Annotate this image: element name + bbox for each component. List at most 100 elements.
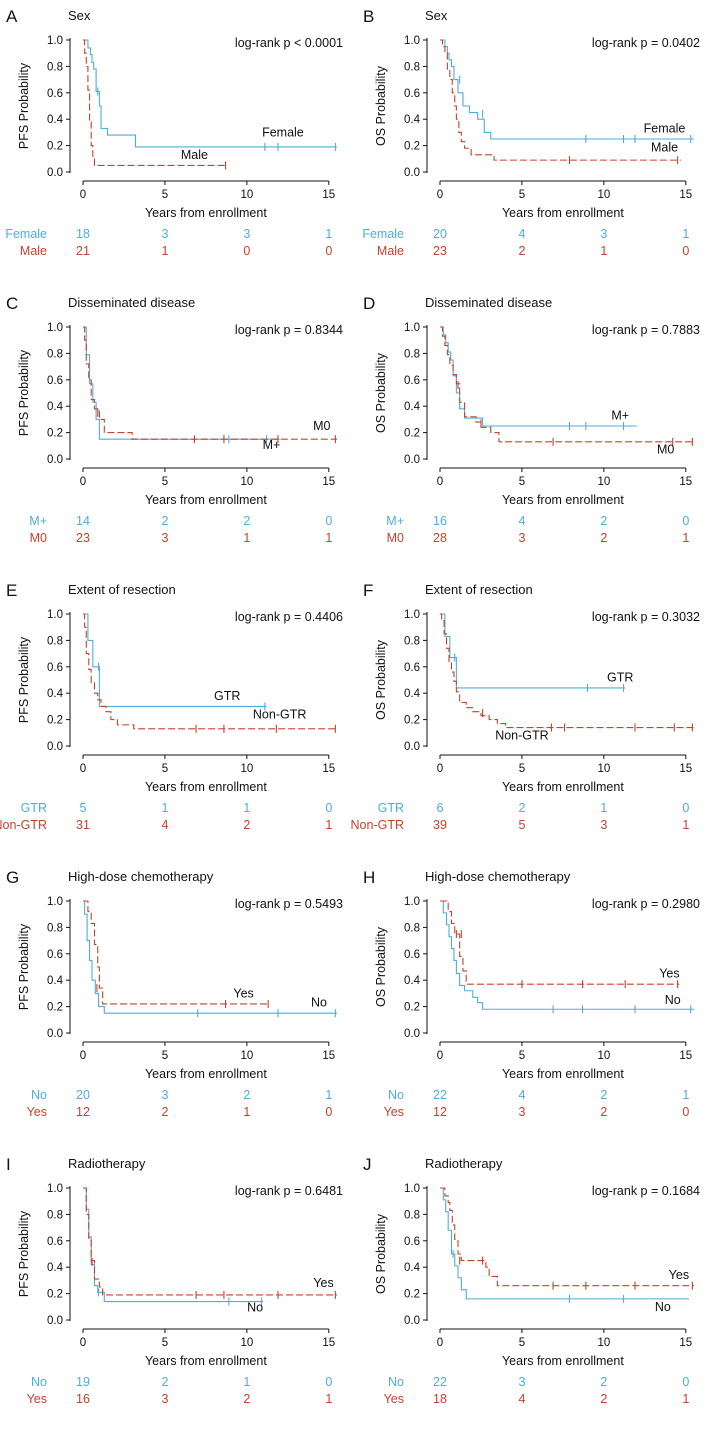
x-tick-label: 10 bbox=[240, 1337, 253, 1349]
risk-table-group-label: M0 bbox=[387, 531, 404, 545]
risk-table-count: 1 bbox=[682, 1392, 689, 1406]
x-tick-label: 0 bbox=[437, 1050, 443, 1062]
x-axis-label: Years from enrollment bbox=[502, 206, 624, 220]
y-tick-label: 1.0 bbox=[404, 896, 420, 908]
y-tick-label: 0.0 bbox=[47, 1315, 63, 1327]
y-tick-label: 0.4 bbox=[47, 1262, 64, 1274]
y-tick-label: 0.2 bbox=[404, 1002, 420, 1014]
x-tick-label: 0 bbox=[80, 476, 86, 488]
risk-table-count: 0 bbox=[682, 1105, 689, 1119]
x-axis-label: Years from enrollment bbox=[502, 780, 624, 794]
curve-label: Yes bbox=[669, 1268, 689, 1282]
risk-table-count: 0 bbox=[325, 244, 332, 258]
curve-label: No bbox=[655, 1300, 671, 1314]
y-tick-label: 0.8 bbox=[47, 61, 63, 73]
km-curve-no bbox=[83, 900, 337, 1014]
risk-table-count: 1 bbox=[682, 1088, 689, 1102]
curve-label: Female bbox=[644, 121, 686, 135]
y-tick-label: 0.8 bbox=[404, 1209, 420, 1221]
panel-title: Extent of resection bbox=[425, 582, 533, 597]
x-tick-label: 15 bbox=[679, 189, 692, 201]
x-tick-label: 0 bbox=[437, 763, 443, 775]
y-tick-label: 0.6 bbox=[404, 1236, 420, 1248]
y-tick-label: 1.0 bbox=[404, 322, 420, 334]
log-rank-pvalue: log-rank p = 0.2980 bbox=[592, 897, 700, 911]
risk-table-group-label: Male bbox=[377, 244, 404, 258]
risk-table-count: 1 bbox=[600, 801, 607, 815]
risk-table-count: 19 bbox=[76, 1375, 90, 1389]
curve-label: M+ bbox=[611, 408, 629, 422]
y-tick-label: 1.0 bbox=[47, 322, 63, 334]
km-curve-male bbox=[83, 39, 226, 166]
risk-table-count: 23 bbox=[433, 244, 447, 258]
y-axis-label: PFS Probability bbox=[17, 62, 31, 149]
risk-table-count: 22 bbox=[433, 1375, 447, 1389]
y-tick-label: 0.0 bbox=[404, 167, 420, 179]
risk-table-group-label: Yes bbox=[384, 1392, 404, 1406]
risk-table-count: 2 bbox=[600, 1088, 607, 1102]
risk-table-count: 1 bbox=[161, 244, 168, 258]
risk-table-count: 2 bbox=[243, 1392, 250, 1406]
x-tick-label: 15 bbox=[679, 476, 692, 488]
risk-table-group-label: No bbox=[31, 1375, 47, 1389]
panel-letter: C bbox=[6, 294, 18, 313]
risk-table-count: 16 bbox=[76, 1392, 90, 1406]
panel-j: J Radiotherapy log-rank p = 0.1684 0.0 0.2 0.… bbox=[363, 1155, 700, 1406]
km-curve-male bbox=[440, 39, 681, 161]
risk-table-count: 0 bbox=[682, 514, 689, 528]
y-tick-label: 0.4 bbox=[404, 1262, 421, 1274]
km-curve-no bbox=[83, 1187, 264, 1303]
x-tick-label: 0 bbox=[437, 476, 443, 488]
panel-a: A Sex log-rank p < 0.0001 0.0 0.2 0.4 0.6 0.8 1.… bbox=[5, 7, 343, 258]
panel-title: High-dose chemotherapy bbox=[425, 869, 571, 884]
y-tick-label: 0.8 bbox=[404, 635, 420, 647]
y-tick-label: 1.0 bbox=[404, 609, 420, 621]
y-tick-label: 0.4 bbox=[47, 975, 64, 987]
km-curve-non-gtr bbox=[83, 613, 337, 730]
risk-table-count: 12 bbox=[433, 1105, 447, 1119]
x-tick-label: 0 bbox=[437, 189, 443, 201]
y-tick-label: 0.6 bbox=[404, 662, 420, 674]
panel-title: Radiotherapy bbox=[425, 1156, 503, 1171]
x-tick-label: 15 bbox=[322, 1050, 335, 1062]
risk-table-count: 0 bbox=[325, 1105, 332, 1119]
curve-label: GTR bbox=[214, 689, 240, 703]
y-tick-label: 0.8 bbox=[47, 348, 63, 360]
risk-table-count: 3 bbox=[600, 818, 607, 832]
panel-g: G High-dose chemotherapy log-rank p = 0.54… bbox=[6, 868, 343, 1119]
panel-letter: B bbox=[363, 7, 374, 26]
x-axis-label: Years from enrollment bbox=[145, 780, 267, 794]
y-tick-label: 0.6 bbox=[404, 88, 420, 100]
x-tick-label: 10 bbox=[597, 1337, 610, 1349]
x-axis-label: Years from enrollment bbox=[502, 1354, 624, 1368]
y-tick-label: 0.8 bbox=[47, 922, 63, 934]
risk-table-count: 3 bbox=[161, 1392, 168, 1406]
y-tick-label: 1.0 bbox=[47, 896, 63, 908]
risk-table-count: 6 bbox=[437, 801, 444, 815]
risk-table-count: 1 bbox=[161, 801, 168, 815]
curve-label: Yes bbox=[233, 986, 253, 1000]
risk-table-count: 2 bbox=[600, 1105, 607, 1119]
panel-letter: I bbox=[6, 1155, 11, 1174]
risk-table-count: 4 bbox=[518, 227, 525, 241]
risk-table-count: 1 bbox=[682, 818, 689, 832]
y-tick-label: 0.0 bbox=[47, 454, 63, 466]
x-tick-label: 5 bbox=[519, 763, 525, 775]
y-tick-label: 0.4 bbox=[404, 401, 421, 413]
risk-table-count: 1 bbox=[243, 1105, 250, 1119]
y-tick-label: 0.6 bbox=[47, 949, 63, 961]
y-tick-label: 0.4 bbox=[404, 688, 421, 700]
risk-table-group-label: No bbox=[388, 1375, 404, 1389]
risk-table-count: 3 bbox=[518, 1375, 525, 1389]
panel-letter: D bbox=[363, 294, 375, 313]
x-tick-label: 5 bbox=[519, 476, 525, 488]
x-axis-label: Years from enrollment bbox=[145, 1354, 267, 1368]
risk-table-count: 0 bbox=[325, 514, 332, 528]
risk-table-count: 1 bbox=[325, 227, 332, 241]
risk-table-group-label: M+ bbox=[386, 514, 404, 528]
risk-table-count: 2 bbox=[243, 818, 250, 832]
risk-table-count: 3 bbox=[518, 531, 525, 545]
x-tick-label: 5 bbox=[162, 1050, 168, 1062]
x-tick-label: 5 bbox=[519, 1050, 525, 1062]
km-curve-non-gtr bbox=[440, 613, 694, 729]
